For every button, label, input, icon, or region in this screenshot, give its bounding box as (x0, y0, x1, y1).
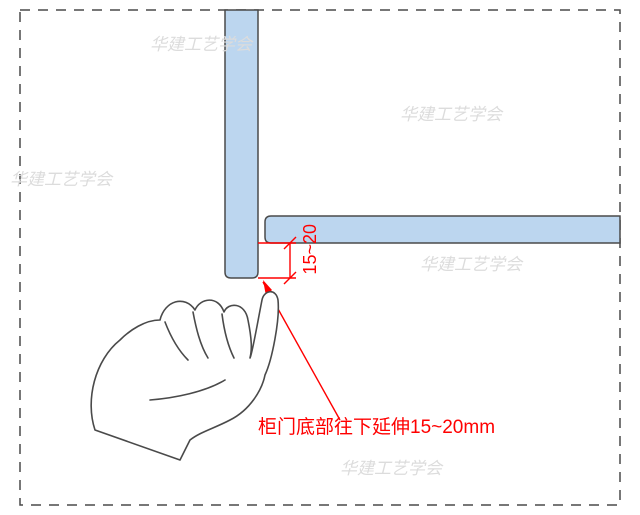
annotation-text: 柜门底部往下延伸15~20mm (258, 412, 495, 439)
vertical-door (225, 10, 258, 278)
hand-icon (91, 292, 278, 460)
dimension-marks (258, 237, 296, 284)
dimension-label: 15~20 (300, 224, 321, 275)
